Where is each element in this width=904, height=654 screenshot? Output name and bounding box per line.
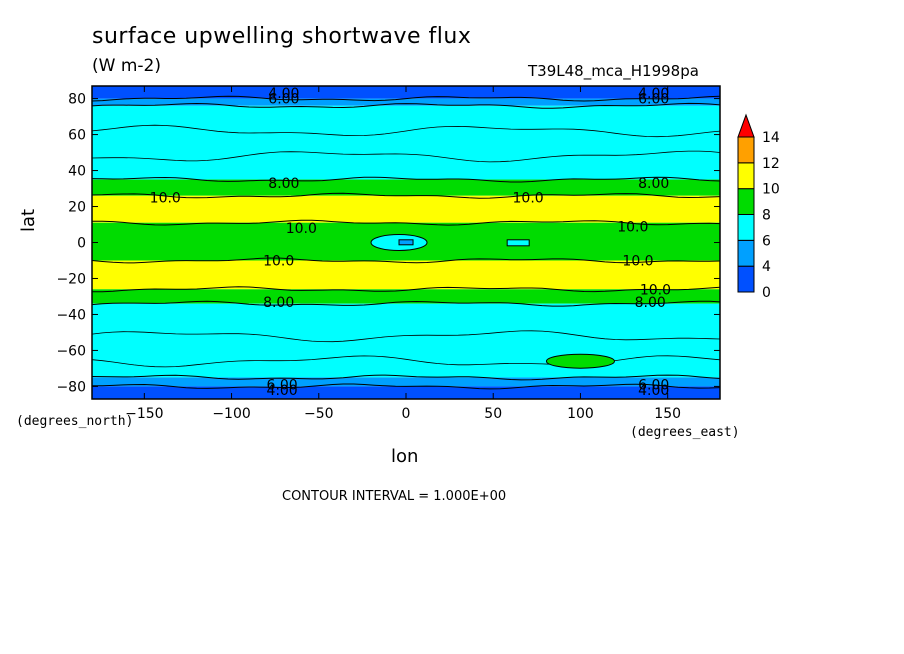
- contour-line-inner-0: [91, 124, 721, 138]
- x-tick-label-6: 150: [654, 406, 681, 422]
- x-tick-label-4: 50: [484, 406, 502, 422]
- contour-label-7: 10.0: [513, 191, 544, 207]
- colorbar-triangle: [737, 113, 755, 138]
- lat-band-10: [92, 386, 720, 399]
- x-tick-label-5: 100: [567, 406, 594, 422]
- colorbar-segment-2: [737, 214, 755, 241]
- colorbar-label-4: 10: [762, 182, 780, 198]
- y-tick-label-4: 0: [77, 236, 86, 252]
- colorbar-label-0: 0: [762, 285, 771, 301]
- chart-title: surface upwelling shortwave flux: [92, 24, 472, 49]
- colorbar-label-6: 14: [762, 130, 780, 146]
- x-tick-label-3: 0: [402, 406, 411, 422]
- contour-line-7: [91, 300, 721, 307]
- contour-label-18: 4.00: [638, 383, 669, 399]
- x-unit-label: (degrees_east): [630, 425, 740, 440]
- colorbar-label-1: 4: [762, 259, 771, 275]
- contour-patch-south: [545, 353, 615, 369]
- lat-band-9: [92, 377, 720, 387]
- lat-band-2: [92, 105, 720, 180]
- lat-band-8: [92, 303, 720, 378]
- y-tick-label-6: −40: [56, 307, 86, 323]
- contour-line-inner-1: [91, 150, 721, 163]
- contour-line-2: [91, 176, 721, 183]
- contour-label-9: 10.0: [617, 219, 648, 235]
- x-axis-label: lon: [391, 446, 419, 467]
- y-unit-label: (degrees_north): [16, 414, 134, 429]
- contour-label-12: 10.0: [640, 282, 671, 298]
- colorbar-label-5: 12: [762, 156, 780, 172]
- lat-band-1: [92, 98, 720, 106]
- contour-label-16: 4.00: [267, 383, 298, 399]
- contour-line-5: [91, 257, 721, 264]
- lat-band-6: [92, 260, 720, 290]
- x-tick-label-0: −150: [125, 406, 163, 422]
- contour-label-13: 8.00: [263, 295, 294, 311]
- colorbar-segment-3: [737, 188, 755, 216]
- y-tick-label-0: 80: [68, 92, 86, 108]
- y-tick-label-5: −20: [56, 271, 86, 287]
- contour-label-4: 8.00: [268, 176, 299, 192]
- run-label: T39L48_mca_H1998pa: [528, 62, 699, 80]
- contour-label-2: 4.00: [638, 86, 669, 102]
- y-tick-label-1: 60: [68, 128, 86, 144]
- contour-interval: CONTOUR INTERVAL = 1.000E+00: [282, 489, 507, 504]
- lat-band-0: [92, 86, 720, 99]
- lat-band-7: [92, 289, 720, 304]
- x-tick-label-2: −50: [304, 406, 334, 422]
- lat-band-4: [92, 195, 720, 223]
- contour-label-10: 10.0: [263, 253, 294, 269]
- contour-label-0: 4.00: [268, 86, 299, 102]
- contour-line-6: [92, 286, 721, 293]
- colorbar-label-3: 8: [762, 208, 771, 224]
- contour-patch-east: [506, 239, 530, 247]
- contour-label-17: 6.00: [638, 378, 669, 394]
- contour-line-8: [91, 374, 721, 381]
- contour-label-1: 6.00: [268, 92, 299, 108]
- contour-line-4: [92, 219, 721, 226]
- x-tick-label-1: −100: [212, 406, 250, 422]
- contour-line-inner-2: [91, 330, 721, 343]
- contour-line-0: [91, 95, 721, 102]
- colorbar-segment-0: [737, 265, 755, 293]
- contour-label-15: 6.00: [267, 378, 298, 394]
- contour-patch-equator-inner: [398, 239, 414, 246]
- contour-label-5: 8.00: [638, 176, 669, 192]
- colorbar-segment-5: [737, 136, 755, 164]
- contour-line-inner-3: [91, 355, 721, 368]
- chart-units: (W m-2): [92, 56, 161, 76]
- y-tick-label-3: 20: [68, 200, 86, 216]
- y-tick-label-2: 40: [68, 164, 86, 180]
- lat-band-3: [92, 179, 720, 196]
- contour-label-3: 6.00: [638, 92, 669, 108]
- colorbar-label-2: 6: [762, 233, 771, 249]
- contour-label-6: 10.0: [150, 191, 181, 207]
- y-tick-label-8: −80: [56, 379, 86, 395]
- colorbar-segment-1: [737, 239, 755, 267]
- contour-line-3: [91, 192, 721, 199]
- colorbar-segment-4: [737, 162, 755, 190]
- contour-label-14: 8.00: [635, 295, 666, 311]
- contour-label-8: 10.0: [286, 221, 317, 237]
- contour-label-11: 10.0: [622, 253, 653, 269]
- contour-line-9: [92, 383, 721, 390]
- y-tick-label-7: −60: [56, 343, 86, 359]
- contour-line-1: [91, 102, 721, 109]
